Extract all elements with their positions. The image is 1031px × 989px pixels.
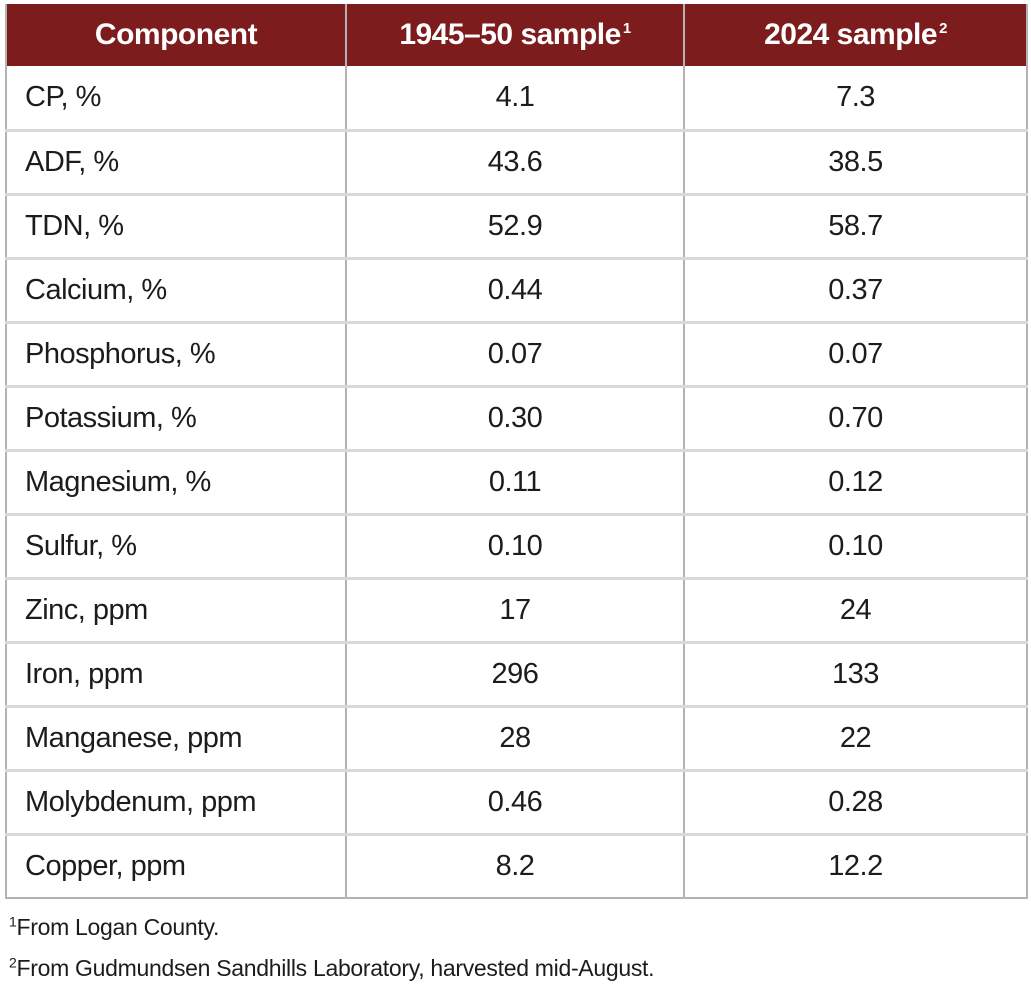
component-cell: CP, %	[6, 66, 346, 130]
sample-1945-50-cell: 0.44	[345, 256, 684, 322]
sample-2024-cell: 22	[683, 704, 1027, 770]
table-row: ADF, % 43.6 38.5	[6, 128, 1027, 194]
sample-1945-50-cell: 52.9	[345, 192, 684, 258]
sample-2024-cell: 58.7	[683, 192, 1027, 258]
sample-1945-50-cell: 4.1	[345, 66, 684, 130]
component-cell: Copper, ppm	[6, 832, 346, 898]
sample-1945-50-cell: 0.10	[345, 512, 684, 578]
component-cell: Iron, ppm	[6, 640, 346, 706]
sample-1945-50-cell: 0.11	[345, 448, 684, 514]
table-row: Manganese, ppm 28 22	[6, 704, 1027, 770]
component-cell: Magnesium, %	[6, 448, 346, 514]
component-cell: Calcium, %	[6, 256, 346, 322]
footnote-marker-1: 1	[622, 20, 631, 37]
sample-2024-cell: 0.70	[683, 384, 1027, 450]
component-cell: Zinc, ppm	[6, 576, 346, 642]
sample-1945-50-cell: 0.07	[345, 320, 684, 386]
sample-2024-cell: 38.5	[683, 128, 1027, 194]
table-row: Phosphorus, % 0.07 0.07	[6, 320, 1027, 386]
sample-1945-50-cell: 8.2	[345, 832, 684, 898]
sample-1945-50-cell: 0.30	[345, 384, 684, 450]
footnote-marker: 2	[9, 954, 17, 971]
table-row: Zinc, ppm 17 24	[6, 576, 1027, 642]
table-row: Molybdenum, ppm 0.46 0.28	[6, 768, 1027, 834]
footnote-text: From Gudmundsen Sandhills Laboratory, ha…	[16, 955, 655, 982]
sample-1945-50-cell: 28	[345, 704, 684, 770]
footnote-gudmundsen: 2From Gudmundsen Sandhills Laboratory, h…	[9, 952, 1026, 985]
component-cell: Phosphorus, %	[6, 320, 346, 386]
component-cell: Molybdenum, ppm	[6, 768, 346, 834]
header-row: Component 1945–50 sample 1 2024 sample 2	[6, 4, 1027, 66]
component-cell: ADF, %	[6, 128, 346, 194]
forage-nutrient-table: Component 1945–50 sample 1 2024 sample 2 C…	[5, 4, 1028, 899]
column-header-label: Component	[94, 18, 258, 51]
table-row: CP, % 4.1 7.3	[6, 66, 1027, 130]
table-row: Iron, ppm 296 133	[6, 640, 1027, 706]
sample-1945-50-cell: 43.6	[345, 128, 684, 194]
sample-2024-cell: 12.2	[683, 832, 1027, 898]
component-cell: TDN, %	[6, 192, 346, 258]
table-body: CP, % 4.1 7.3 ADF, % 43.6 38.5 TDN, % 52…	[6, 66, 1027, 898]
table-header: Component 1945–50 sample 1 2024 sample 2	[6, 4, 1027, 66]
sample-2024-cell: 0.07	[683, 320, 1027, 386]
sample-2024-cell: 133	[683, 640, 1027, 706]
table-row: Potassium, % 0.30 0.70	[6, 384, 1027, 450]
component-cell: Sulfur, %	[6, 512, 346, 578]
sample-2024-cell: 0.10	[683, 512, 1027, 578]
column-header-2024-sample: 2024 sample 2	[683, 4, 1027, 66]
footnote-text: From Logan County.	[16, 914, 220, 940]
column-header-component: Component	[6, 4, 346, 66]
table-row: Calcium, % 0.44 0.37	[6, 256, 1027, 322]
sample-2024-cell: 7.3	[683, 66, 1027, 130]
footnote-marker: 1	[9, 913, 17, 930]
column-header-1945-50-sample: 1945–50 sample 1	[345, 4, 684, 66]
footnote-logan-county: 1From Logan County.	[9, 911, 1026, 944]
sample-2024-cell: 0.28	[683, 768, 1027, 834]
component-cell: Manganese, ppm	[6, 704, 346, 770]
sample-1945-50-cell: 0.46	[345, 768, 684, 834]
component-cell: Potassium, %	[6, 384, 346, 450]
sample-1945-50-cell: 296	[345, 640, 684, 706]
footnotes: 1From Logan County. 2From Gudmundsen San…	[9, 911, 1026, 986]
column-header-label: 1945–50 sample	[399, 18, 621, 51]
sample-2024-cell: 0.37	[683, 256, 1027, 322]
sample-2024-cell: 0.12	[683, 448, 1027, 514]
sample-2024-cell: 24	[683, 576, 1027, 642]
table-row: Copper, ppm 8.2 12.2	[6, 832, 1027, 898]
table-row: Sulfur, % 0.10 0.10	[6, 512, 1027, 578]
footnote-marker-2: 2	[939, 20, 947, 37]
column-header-label: 2024 sample	[764, 18, 938, 51]
table-row: Magnesium, % 0.11 0.12	[6, 448, 1027, 514]
table-row: TDN, % 52.9 58.7	[6, 192, 1027, 258]
sample-1945-50-cell: 17	[345, 576, 684, 642]
